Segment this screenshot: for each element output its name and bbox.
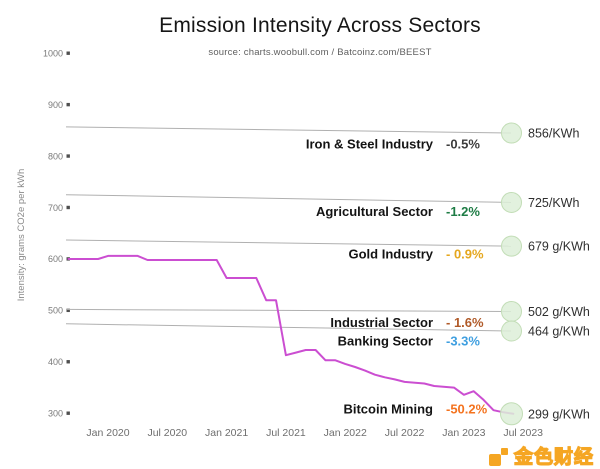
sector-line [65, 308, 512, 312]
sector-change-label: -3.3% [446, 334, 480, 349]
sector-value-label: 679 g/KWh [528, 240, 590, 254]
y-tick-label: 400 [48, 357, 63, 367]
sector-change-label: - 0.9% [446, 247, 484, 262]
sector-name-label: Agricultural Sector [316, 204, 433, 219]
y-tick-mark [66, 154, 70, 158]
y-tick-label: 300 [48, 408, 63, 418]
y-tick-label: 800 [48, 151, 63, 161]
sector-line [65, 323, 512, 332]
y-tick-mark [66, 102, 70, 107]
x-tick-label: Jul 2022 [385, 427, 425, 439]
sector-value-label: 856/KWh [528, 127, 579, 141]
endpoint-marker [500, 402, 523, 426]
y-tick-mark [66, 360, 70, 364]
sector-line [65, 239, 512, 247]
x-tick-label: Jul 2021 [266, 427, 306, 439]
endpoint-marker [501, 191, 522, 213]
x-tick-label: Jul 2023 [503, 427, 543, 439]
x-tick-label: Jan 2022 [324, 427, 367, 439]
bitcoin-mining-line [67, 254, 515, 415]
y-tick-label: 900 [48, 100, 63, 110]
y-tick-mark [66, 411, 70, 415]
sector-name-label: Bitcoin Mining [343, 401, 433, 416]
sector-change-label: -1.2% [446, 204, 480, 219]
sector-name-label: Banking Sector [338, 334, 433, 349]
watermark: 金色财经 [488, 445, 594, 468]
y-tick-mark [66, 205, 70, 210]
endpoint-marker [501, 235, 522, 257]
chart-source-subtitle: source: charts.woobull.com / Batcoinz.co… [208, 47, 432, 58]
x-tick-label: Jan 2021 [205, 427, 248, 439]
endpoint-marker [501, 122, 522, 144]
chart-title: Emission Intensity Across Sectors [159, 14, 481, 37]
sector-change-label: -50.2% [446, 401, 488, 416]
sector-value-label: 299 g/KWh [528, 407, 590, 421]
x-tick-label: Jul 2020 [147, 427, 187, 439]
sector-name-label: Iron & Steel Industry [306, 137, 434, 152]
y-tick-label: 500 [48, 306, 63, 316]
y-tick-mark [66, 51, 70, 55]
y-tick-label: 1000 [43, 49, 63, 59]
y-tick-label: 600 [48, 254, 63, 264]
y-tick-mark [66, 308, 70, 313]
x-tick-label: Jan 2023 [442, 427, 485, 439]
endpoint-marker [501, 320, 522, 342]
jinse-blocks-icon [488, 445, 510, 467]
sector-value-label: 725/KWh [528, 196, 579, 210]
sector-line [65, 126, 512, 134]
sector-change-label: - 1.6% [446, 315, 484, 330]
sector-line [65, 194, 512, 203]
watermark-text: 金色财经 [513, 447, 594, 468]
sector-value-label: 502 g/KWh [528, 305, 590, 319]
sector-name-label: Industrial Sector [330, 315, 433, 330]
sector-value-label: 464 g/KWh [528, 325, 590, 339]
endpoint-marker [501, 300, 522, 322]
sector-name-label: Gold Industry [349, 247, 434, 262]
sector-change-label: -0.5% [446, 137, 480, 152]
x-tick-label: Jan 2020 [86, 427, 129, 439]
y-tick-label: 700 [48, 203, 63, 213]
